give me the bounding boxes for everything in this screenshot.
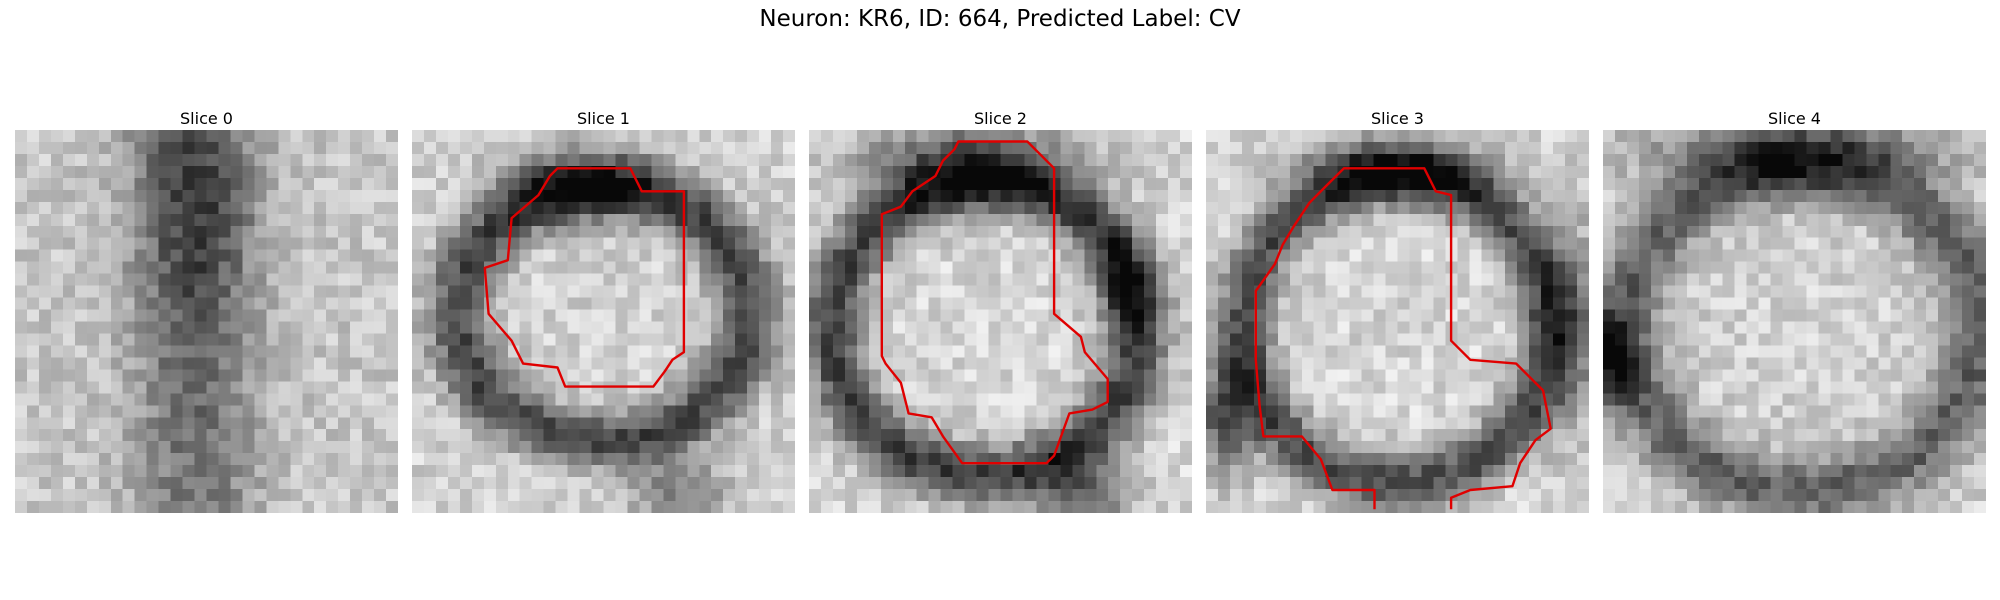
slice-title-2: Slice 2	[974, 109, 1027, 128]
slice-title-4: Slice 4	[1768, 109, 1821, 128]
slice-image-4	[1603, 130, 1986, 513]
slice-panel-2: Slice 2	[809, 108, 1192, 513]
micrograph-pixels	[412, 130, 795, 513]
figure-title: Neuron: KR6, ID: 664, Predicted Label: C…	[759, 6, 1241, 32]
slice-image-1	[412, 130, 795, 513]
micrograph-pixels	[1206, 130, 1589, 513]
segmentation-contour	[880, 140, 1109, 465]
slice-title-3: Slice 3	[1371, 109, 1424, 128]
slice-panel-1: Slice 1	[412, 108, 795, 513]
segmentation-contour	[1254, 167, 1552, 510]
slice-panel-3: Slice 3	[1206, 108, 1589, 513]
micrograph-pixels	[1603, 130, 1986, 513]
slice-title-0: Slice 0	[180, 109, 233, 128]
slice-image-3	[1206, 130, 1589, 513]
segmentation-contour	[483, 167, 686, 388]
slice-title-1: Slice 1	[577, 109, 630, 128]
slice-panel-0: Slice 0	[15, 108, 398, 513]
slice-panel-4: Slice 4	[1603, 108, 1986, 513]
micrograph-pixels	[15, 130, 398, 513]
slice-image-0	[15, 130, 398, 513]
micrograph-pixels	[809, 130, 1192, 513]
slice-image-2	[809, 130, 1192, 513]
